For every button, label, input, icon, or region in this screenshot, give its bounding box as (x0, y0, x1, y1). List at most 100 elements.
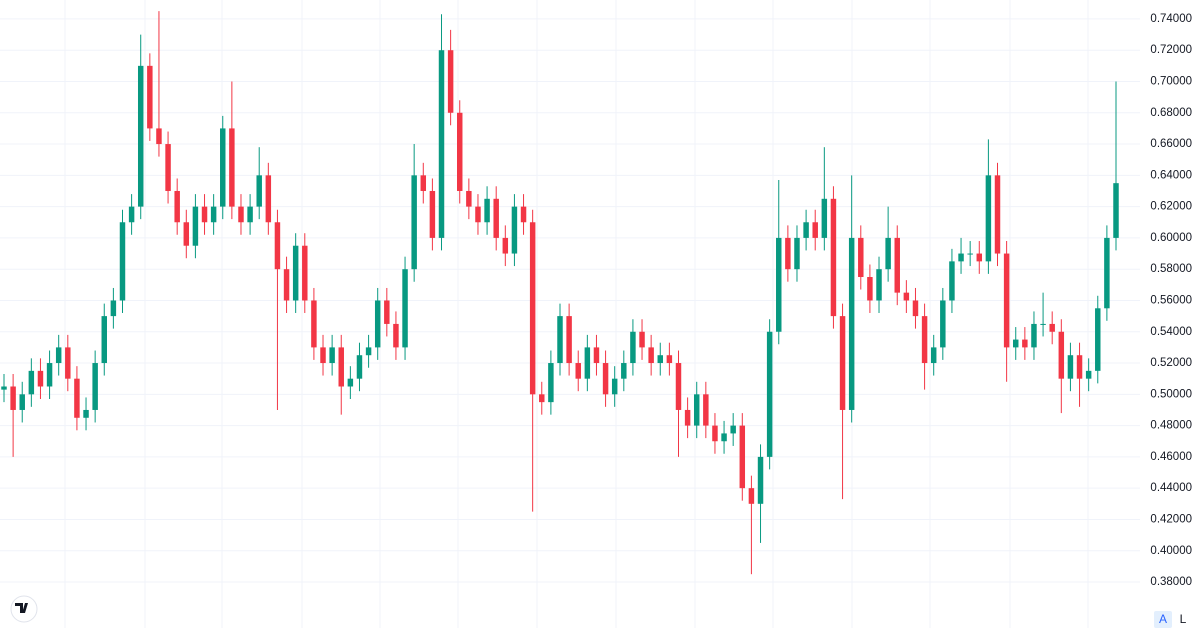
candle-body (930, 347, 937, 364)
candle-body (848, 237, 855, 410)
time-grid (64, 0, 1089, 628)
candle-body (247, 206, 253, 223)
candle-body (511, 206, 518, 254)
candle-body (703, 394, 709, 426)
candle-body (639, 331, 645, 348)
candle-body (156, 128, 162, 145)
candle-body (611, 378, 618, 395)
candle-body (302, 245, 308, 301)
candle-body (1031, 323, 1037, 348)
candle-body (666, 355, 673, 364)
log-scale-label[interactable]: L (1180, 612, 1187, 626)
candle-body (192, 206, 199, 246)
y-tick-label: 0.68000 (1150, 107, 1192, 119)
candle-body (858, 237, 864, 278)
candle-body (648, 347, 654, 364)
candle-body (411, 175, 417, 270)
candle-body (83, 409, 89, 418)
candle-body (894, 237, 900, 293)
candle-body (539, 394, 545, 403)
y-tick-label: 0.52000 (1150, 357, 1192, 369)
candle-body (438, 50, 445, 238)
candle-body (119, 222, 126, 301)
candle-body (457, 112, 463, 191)
candle-body (320, 347, 326, 364)
candle-body (201, 206, 208, 223)
candle-body (1104, 237, 1110, 309)
candle-body (520, 206, 527, 223)
candle-body (10, 386, 16, 410)
candle-body (921, 316, 928, 364)
auto-scale-label[interactable]: A (1159, 612, 1167, 626)
candle-body (484, 198, 490, 223)
candle-body (292, 245, 299, 301)
candle-body (739, 425, 746, 489)
y-tick-label: 0.72000 (1150, 44, 1192, 56)
candle-body (630, 331, 636, 364)
y-tick-label: 0.42000 (1150, 513, 1192, 525)
candle-body (329, 347, 335, 364)
candle-body (374, 300, 381, 348)
candle-body (502, 237, 509, 254)
candle-body (949, 261, 955, 301)
candle-body (839, 316, 846, 410)
candle-body (147, 65, 153, 129)
y-tick-label: 0.62000 (1150, 201, 1192, 213)
candle-body (548, 363, 554, 403)
candle-body (137, 65, 144, 207)
y-tick-label: 0.50000 (1150, 388, 1192, 400)
candle-body (657, 355, 663, 364)
y-tick-label: 0.66000 (1150, 138, 1192, 150)
candle-body (684, 409, 691, 426)
candle-body (1113, 183, 1119, 238)
candle-body (885, 237, 891, 270)
candle-body (1003, 253, 1010, 348)
candle-body (420, 175, 427, 191)
candle-body (812, 222, 818, 238)
candle-body (566, 316, 572, 364)
candle-body (675, 363, 682, 410)
candle-body (821, 198, 828, 238)
candle-body (1095, 308, 1101, 371)
candle-body (721, 433, 727, 442)
y-tick-label: 0.60000 (1150, 232, 1192, 244)
candle-body (174, 190, 180, 223)
candle-body (1040, 323, 1046, 325)
candle-body (283, 269, 290, 301)
candle-body (311, 300, 317, 348)
logo[interactable] (10, 595, 38, 623)
candle-body (730, 425, 736, 434)
candle-body (19, 394, 25, 410)
candle-body (876, 269, 882, 301)
candle-body (65, 347, 71, 379)
candle-body (101, 316, 107, 364)
candle-body (794, 237, 800, 270)
candle-body (940, 300, 946, 348)
y-tick-label: 0.58000 (1150, 263, 1192, 275)
candle-body (967, 253, 973, 255)
candle-body (693, 394, 700, 426)
candle-body (347, 378, 354, 387)
y-tick-label: 0.74000 (1150, 13, 1192, 25)
candle-body (493, 198, 499, 238)
candle-body (447, 50, 454, 113)
auto-scale-button[interactable] (1154, 611, 1172, 628)
candle-body (958, 253, 964, 262)
candle-body (994, 175, 1001, 254)
candle-body (712, 425, 718, 442)
candle-body (785, 237, 791, 270)
candle-body (429, 190, 436, 238)
candle-body (766, 331, 773, 457)
candle-body (37, 370, 44, 387)
candle-body (985, 175, 992, 262)
candle-body (1049, 323, 1055, 332)
candle-body (776, 237, 782, 332)
candle-body (256, 175, 262, 207)
candle-body (393, 323, 399, 348)
candle-body (903, 292, 910, 301)
candle-body (128, 206, 135, 223)
candle-body (338, 347, 344, 387)
candle-body (365, 347, 372, 356)
candle-body (356, 355, 363, 379)
